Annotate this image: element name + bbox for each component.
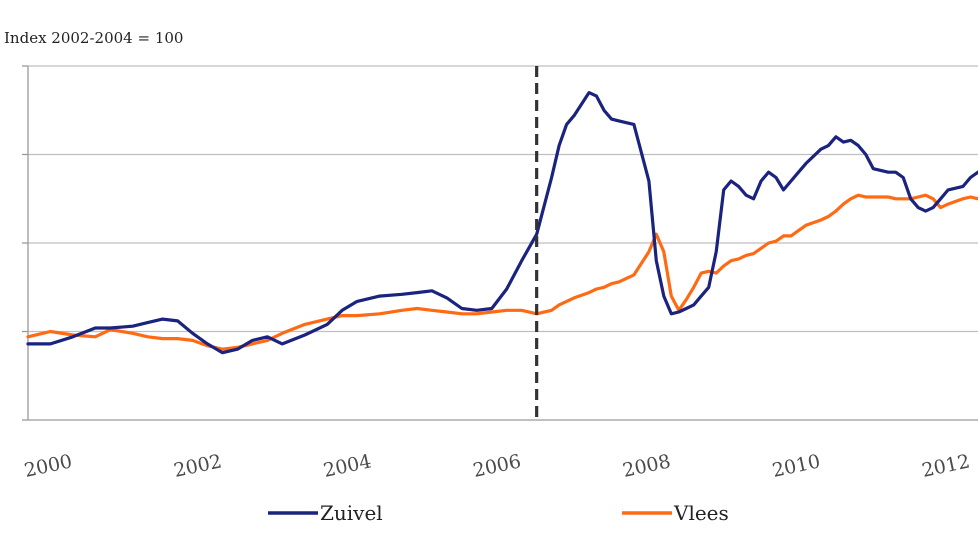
legend: Zuivel Vlees — [268, 501, 729, 525]
x-tick-label: 2008 — [621, 450, 673, 482]
x-tick-label: 2012 — [920, 450, 972, 482]
axes — [22, 65, 978, 421]
series-line-vlees — [26, 193, 978, 351]
legend-label-zuivel: Zuivel — [320, 501, 383, 525]
x-tick-label: 2010 — [770, 450, 822, 482]
x-tick-label: 2000 — [22, 450, 74, 482]
x-tick-label: 2002 — [172, 450, 224, 482]
gridlines — [28, 65, 978, 333]
y-axis-label: Index 2002-2004 = 100 — [4, 29, 183, 47]
series-line-zuivel — [26, 91, 978, 355]
x-tick-label: 2004 — [322, 450, 374, 482]
x-tick-labels: 2000 2002 2004 2006 2008 2010 2012 — [22, 450, 972, 482]
x-tick-label: 2006 — [471, 450, 523, 482]
legend-label-vlees: Vlees — [673, 501, 729, 525]
series-lines — [26, 66, 978, 420]
